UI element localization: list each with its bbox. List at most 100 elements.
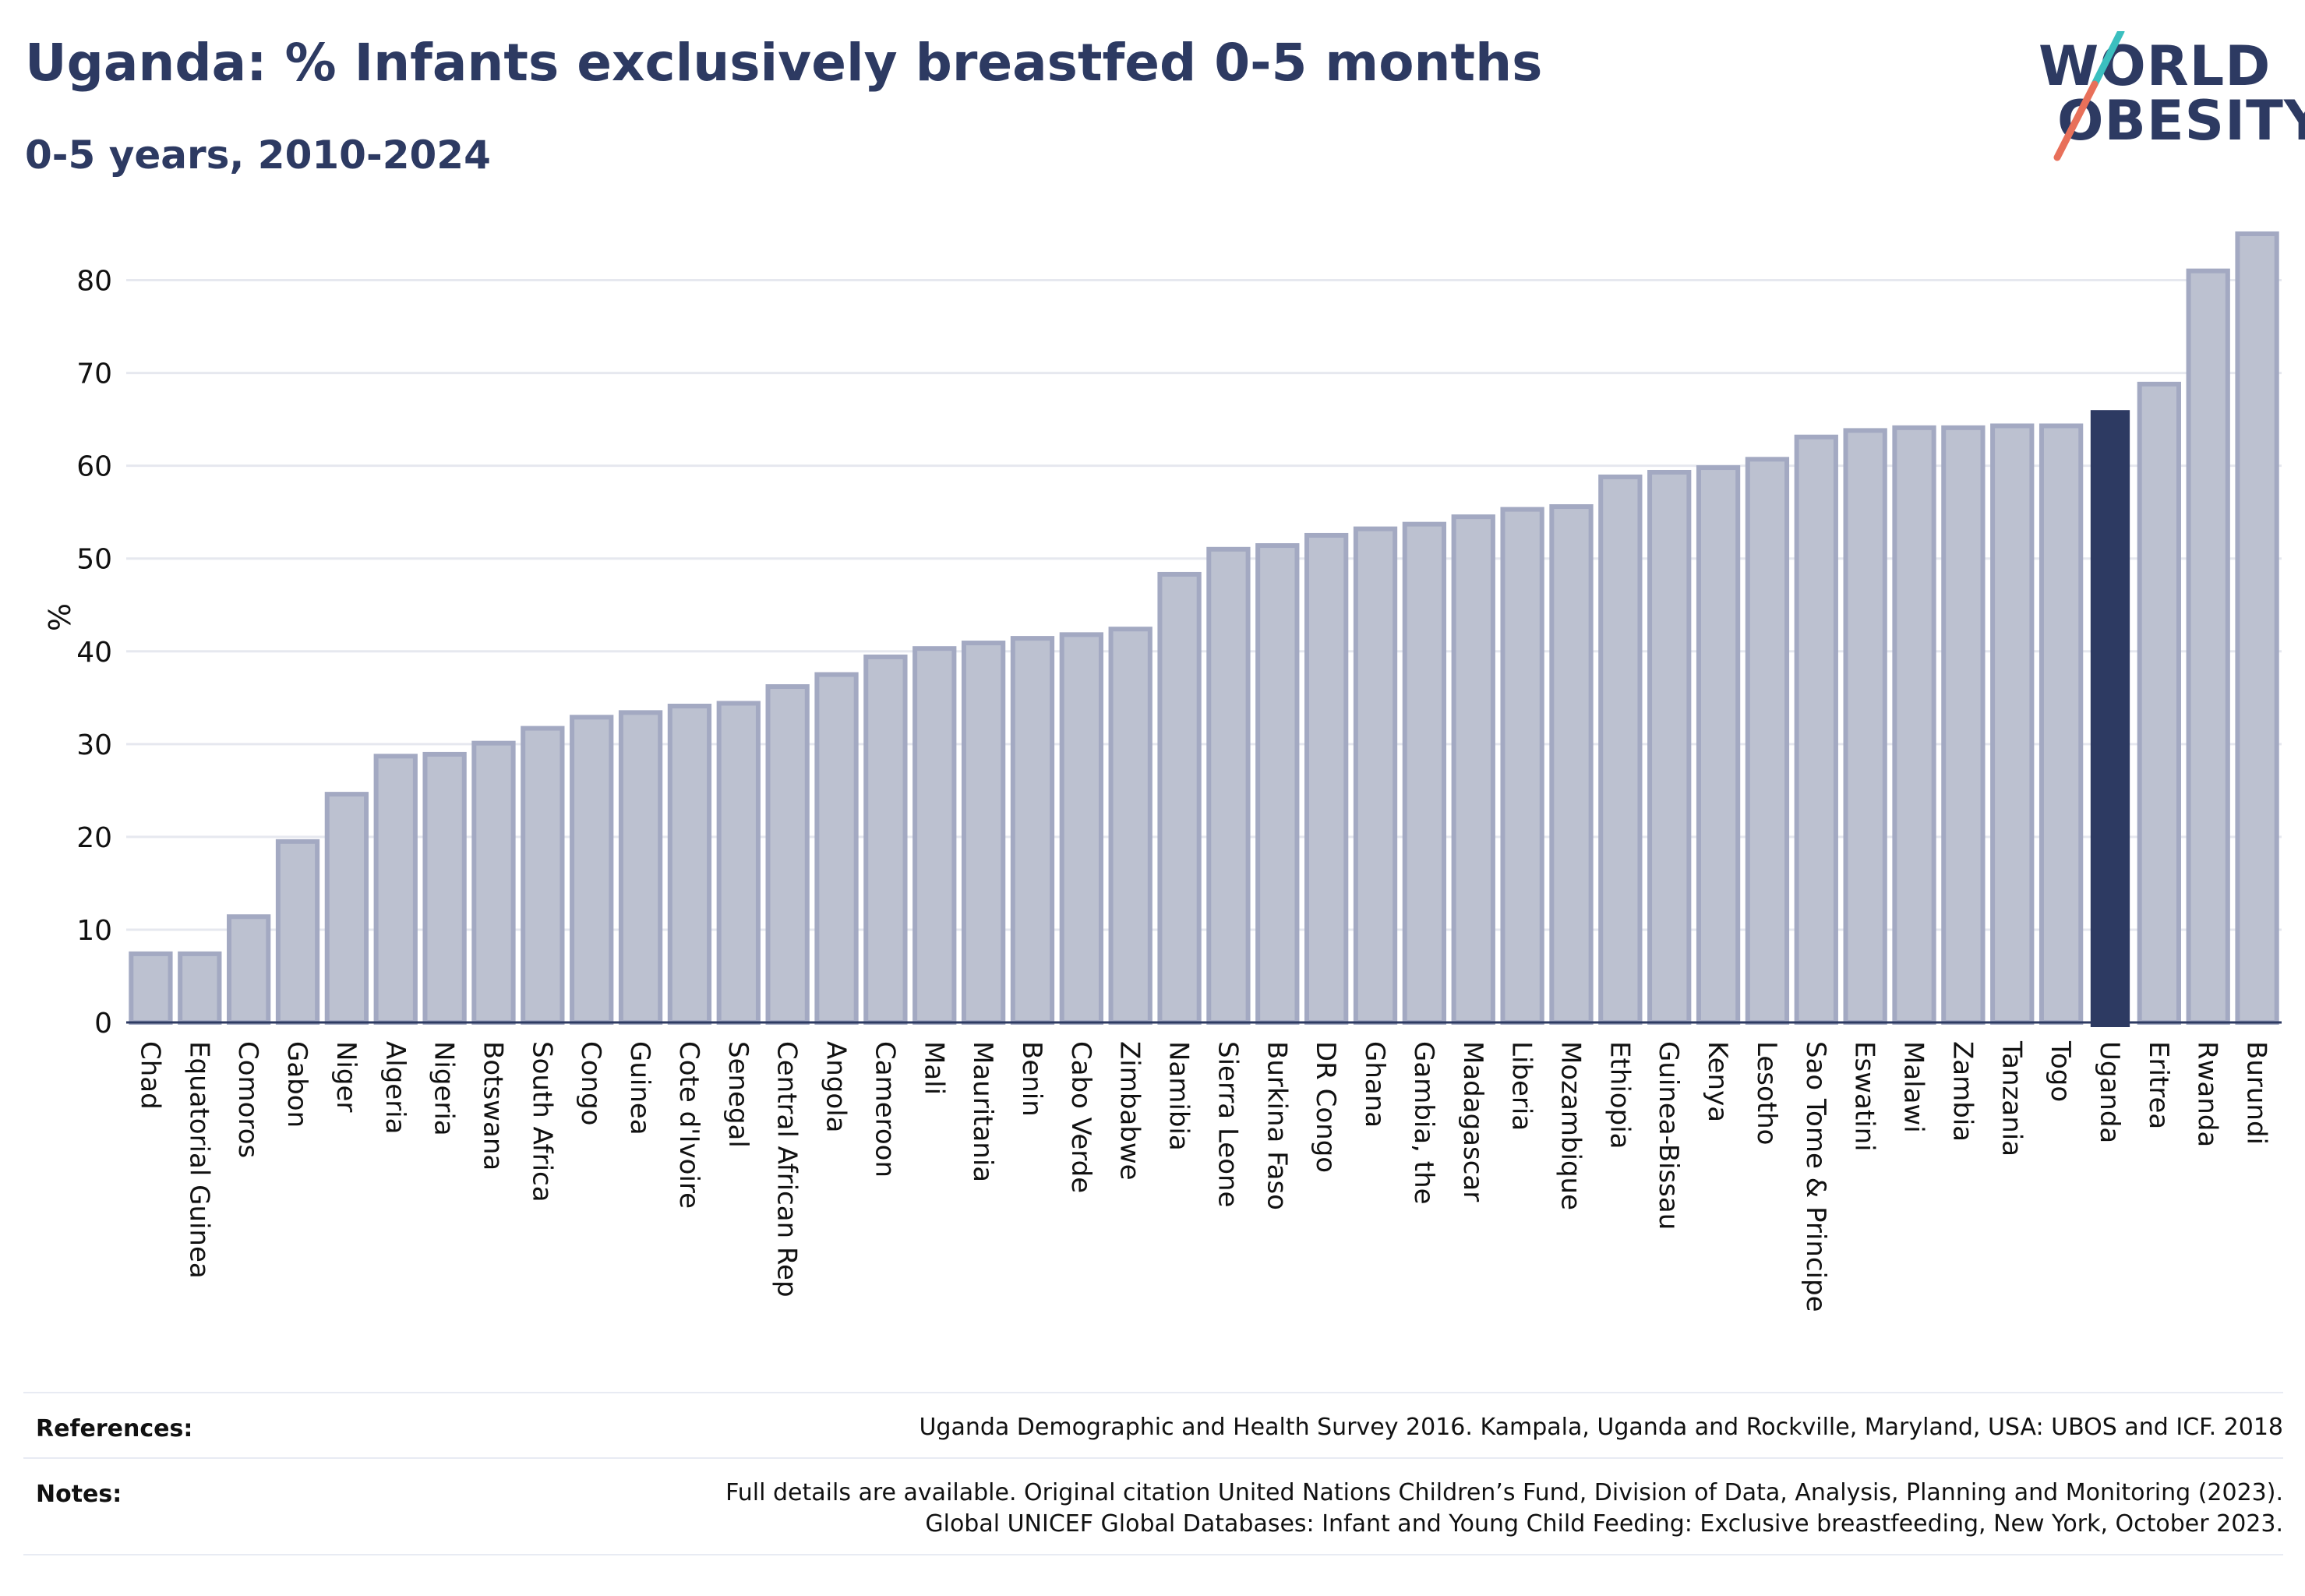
bar-sierra-leone xyxy=(1206,546,1251,1025)
y-tick-label: 0 xyxy=(94,1008,112,1040)
bar-algeria xyxy=(373,754,418,1025)
bar-burundi xyxy=(2235,231,2279,1025)
x-tick-label: Malawi xyxy=(1898,1041,1929,1133)
bar-mauritania xyxy=(961,641,1006,1026)
x-tick-label: Equatorial Guinea xyxy=(183,1041,214,1279)
logo-text-world: WORLD xyxy=(2038,34,2271,98)
y-tick-label: 50 xyxy=(76,544,112,576)
y-tick-label: 80 xyxy=(76,266,112,298)
x-tick-label: DR Congo xyxy=(1310,1041,1341,1173)
x-tick-label: Sao Tome & Principe xyxy=(1800,1041,1831,1312)
x-tick-label: Uganda xyxy=(2094,1041,2125,1143)
bar-south-africa xyxy=(521,726,565,1026)
bar-kenya xyxy=(1696,465,1741,1025)
bar-nigeria xyxy=(422,751,467,1025)
logo-text-obesity: OBESITY xyxy=(2057,89,2305,153)
bar-chad xyxy=(129,951,173,1026)
world-obesity-logo: WORLD OBESITY xyxy=(2026,31,2305,171)
x-tick-label: Eswatini xyxy=(1849,1041,1880,1152)
x-tick-label: Tanzania xyxy=(1996,1040,2027,1156)
x-tick-label: Rwanda xyxy=(2192,1041,2223,1147)
notes-label: Notes: xyxy=(36,1481,122,1508)
bar-burkina-faso xyxy=(1255,543,1300,1025)
x-tick-label: Central African Rep xyxy=(771,1041,803,1298)
y-tick-label: 10 xyxy=(76,915,112,947)
bar-dr-congo xyxy=(1304,532,1349,1025)
x-tick-label: Senegal xyxy=(722,1041,754,1148)
y-axis-ticks: 0 10 20 30 40 50 60 70 80 xyxy=(76,266,112,1040)
references-row: References: Uganda Demographic and Healt… xyxy=(23,1412,2283,1459)
bar-eritrea xyxy=(2137,381,2181,1025)
x-tick-label: South Africa xyxy=(526,1041,557,1202)
x-tick-label: Kenya xyxy=(1702,1041,1733,1122)
x-tick-label: Congo xyxy=(575,1041,606,1125)
x-tick-label: Zambia xyxy=(1947,1041,1978,1142)
bar-cote-d-ivoire xyxy=(667,704,712,1025)
bar-guinea-bissau xyxy=(1647,469,1692,1025)
bar-mozambique xyxy=(1549,504,1594,1025)
bar-namibia xyxy=(1157,571,1202,1025)
x-tick-label: Zimbabwe xyxy=(1114,1041,1145,1181)
notes-text-line2: Global UNICEF Global Databases: Infant a… xyxy=(925,1510,2283,1538)
bar-gabon xyxy=(275,839,320,1026)
x-tick-label: Gabon xyxy=(281,1041,312,1128)
x-tick-label: Sierra Leone xyxy=(1212,1041,1243,1207)
x-tick-label: Botswana xyxy=(477,1041,508,1171)
x-tick-label: Burkina Faso xyxy=(1261,1041,1292,1210)
references-label: References: xyxy=(36,1415,193,1442)
x-tick-label: Gambia, the xyxy=(1408,1041,1439,1205)
bars xyxy=(129,231,2279,1027)
bar-ethiopia xyxy=(1598,474,1643,1025)
x-tick-label: Nigeria xyxy=(429,1041,460,1136)
logo-slash-icon xyxy=(2053,31,2125,161)
bar-gambia-the xyxy=(1402,521,1447,1025)
x-tick-label: Namibia xyxy=(1163,1041,1195,1151)
x-tick-label: Angola xyxy=(821,1041,852,1132)
bar-lesotho xyxy=(1745,457,1790,1025)
bar-congo xyxy=(570,715,614,1025)
bar-madagascar xyxy=(1451,514,1495,1025)
bar-benin xyxy=(1010,636,1055,1026)
y-tick-label: 70 xyxy=(76,358,112,390)
x-tick-label: Cameroon xyxy=(869,1041,900,1178)
footer-divider-top xyxy=(23,1392,2283,1393)
bar-guinea xyxy=(618,710,663,1025)
bar-equatorial-guinea xyxy=(178,951,222,1026)
bar-tanzania xyxy=(1990,423,2035,1025)
y-tick-label: 30 xyxy=(76,729,112,761)
bar-zimbabwe xyxy=(1108,627,1152,1026)
bar-togo xyxy=(2038,423,2084,1025)
x-tick-label: Benin xyxy=(1016,1041,1047,1117)
x-tick-label: Chad xyxy=(134,1041,165,1110)
x-tick-label: Algeria xyxy=(379,1041,411,1134)
x-tick-label: Guinea xyxy=(624,1041,655,1135)
bar-rwanda xyxy=(2186,268,2230,1025)
x-tick-label: Lesotho xyxy=(1751,1041,1782,1145)
x-tick-label: Cote d'Ivoire xyxy=(673,1041,704,1209)
x-tick-label: Cabo Verde xyxy=(1065,1041,1096,1193)
y-tick-label: 40 xyxy=(76,637,112,669)
bar-mali xyxy=(912,646,957,1025)
bar-senegal xyxy=(716,701,761,1025)
chart-title: Uganda: % Infants exclusively breastfed … xyxy=(25,33,1543,93)
x-tick-label: Eritrea xyxy=(2143,1041,2174,1129)
x-tick-label: Madagascar xyxy=(1457,1041,1488,1202)
y-axis-label: % xyxy=(41,603,76,631)
bar-botswana xyxy=(471,740,516,1025)
x-tick-label: Ethiopia xyxy=(1604,1041,1635,1149)
y-tick-label: 60 xyxy=(76,451,112,483)
bar-central-african-rep xyxy=(765,684,810,1026)
bar-angola xyxy=(814,672,859,1025)
bar-cameroon xyxy=(863,654,908,1026)
notes-row: Notes: Full details are available. Origi… xyxy=(23,1478,2283,1548)
notes-text-line1: Full details are available. Original cit… xyxy=(725,1479,2283,1506)
footer-divider-middle xyxy=(23,1457,2283,1459)
x-tick-label: Niger xyxy=(330,1041,362,1112)
x-tick-label: Mozambique xyxy=(1555,1041,1586,1210)
x-tick-label: Comoros xyxy=(232,1041,263,1158)
x-tick-label: Ghana xyxy=(1359,1041,1390,1128)
x-axis-labels: Chad Equatorial Guinea Comoros Gabon Niger Al… xyxy=(134,1040,2271,1312)
x-tick-label: Mauritania xyxy=(967,1041,998,1182)
bar-niger xyxy=(324,792,369,1025)
